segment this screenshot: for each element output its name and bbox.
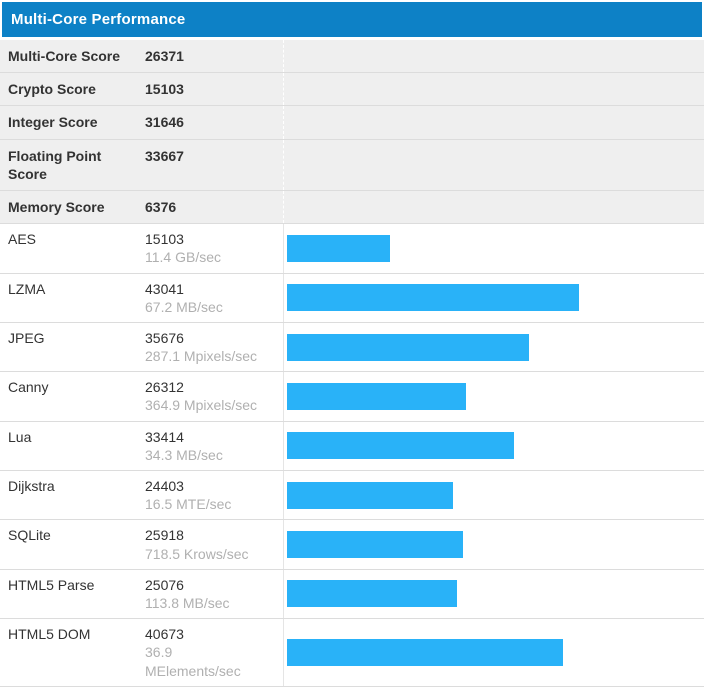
- summary-label: Multi-Core Score: [8, 48, 121, 64]
- score-bar: [287, 638, 563, 666]
- benchmark-name: Canny: [8, 379, 49, 396]
- benchmark-rate: 113.8 MB/sec: [145, 594, 230, 611]
- benchmark-rate: 16.5 MTE/sec: [145, 496, 232, 513]
- benchmark-name: HTML5 DOM: [8, 626, 91, 643]
- summary-label: Integer Score: [8, 114, 98, 131]
- benchmark-score: 15103: [145, 231, 184, 248]
- score-bar: [287, 234, 390, 262]
- benchmark-name: Lua: [8, 428, 32, 445]
- benchmark-bar-cell: [283, 372, 704, 421]
- benchmark-row: HTML5 DOM 40673 36.9 MElements/sec: [0, 619, 704, 687]
- summary-row: Memory Score 6376: [0, 190, 704, 225]
- benchmark-bar-cell: [283, 224, 704, 273]
- benchmark-row: LZMA 43041 67.2 MB/sec: [0, 273, 704, 323]
- section-title: Multi-Core Performance: [11, 11, 186, 28]
- summary-rows: Multi-Core Score 26371 Crypto Score 1510…: [0, 40, 704, 225]
- benchmark-bar-cell: [283, 322, 704, 372]
- summary-bar-cell: [283, 106, 704, 139]
- benchmark-score: 33414: [145, 428, 184, 445]
- benchmark-values: 33414 34.3 MB/sec: [145, 422, 283, 470]
- benchmark-rate: 36.9 MElements/sec: [145, 644, 241, 679]
- benchmark-row: JPEG 35676 287.1 Mpixels/sec: [0, 322, 704, 373]
- benchmark-rate: 11.4 GB/sec: [145, 249, 222, 266]
- benchmark-bar-cell: [283, 520, 704, 569]
- benchmark-score: 26312: [145, 379, 184, 396]
- summary-bar-cell: [283, 40, 704, 73]
- summary-row: Multi-Core Score 26371: [0, 40, 704, 74]
- benchmark-name: AES: [8, 231, 37, 248]
- benchmark-score: 40673: [145, 626, 184, 643]
- benchmark-rate: 364.9 Mpixels/sec: [145, 397, 258, 414]
- benchmark-rate: 287.1 Mpixels/sec: [145, 348, 258, 365]
- summary-row: Floating Point Score 33667: [0, 139, 704, 191]
- benchmark-values: 25918 718.5 Krows/sec: [145, 520, 283, 568]
- benchmark-bar-cell: [283, 619, 704, 686]
- summary-score-value: 6376: [145, 198, 177, 215]
- results-table: Multi-Core Score 26371 Crypto Score 1510…: [0, 40, 704, 687]
- score-bar: [287, 580, 458, 608]
- benchmark-values: 43041 67.2 MB/sec: [145, 274, 283, 322]
- score-bar: [287, 531, 463, 559]
- benchmark-rate: 67.2 MB/sec: [145, 298, 223, 315]
- benchmark-bar-cell: [283, 421, 704, 470]
- summary-score-value: 33667: [145, 147, 184, 164]
- benchmark-name: SQLite: [8, 527, 51, 544]
- summary-bar-cell: [283, 190, 704, 224]
- benchmark-values: 24403 16.5 MTE/sec: [145, 471, 283, 519]
- benchmark-name: HTML5 Parse: [8, 576, 95, 593]
- benchmark-name: LZMA: [8, 280, 46, 297]
- benchmark-row: HTML5 Parse 25076 113.8 MB/sec: [0, 569, 704, 620]
- summary-label: Floating Point Score: [8, 147, 102, 182]
- score-bar: [287, 284, 579, 312]
- benchmark-values: 35676 287.1 Mpixels/sec: [145, 323, 283, 371]
- summary-score-value: 15103: [145, 81, 184, 98]
- summary-row: Integer Score 31646: [0, 106, 704, 140]
- benchmark-values: 15103 11.4 GB/sec: [145, 224, 283, 272]
- benchmark-rate: 718.5 Krows/sec: [145, 545, 249, 562]
- benchmark-bar-cell: [283, 273, 704, 322]
- score-bar: [287, 481, 453, 509]
- benchmark-row: AES 15103 11.4 GB/sec: [0, 224, 704, 274]
- score-bar: [287, 382, 466, 410]
- benchmark-bar-cell: [283, 471, 704, 520]
- benchmark-score: 24403: [145, 478, 184, 494]
- benchmark-score: 25918: [145, 527, 184, 544]
- score-bar: [287, 432, 514, 460]
- benchmark-name: Dijkstra: [8, 478, 55, 494]
- summary-score-value: 26371: [145, 48, 184, 64]
- summary-label: Crypto Score: [8, 81, 96, 98]
- score-bar: [287, 333, 529, 361]
- benchmark-row: Lua 33414 34.3 MB/sec: [0, 421, 704, 471]
- benchmark-score: 35676: [145, 329, 184, 346]
- section-header: Multi-Core Performance: [2, 2, 702, 37]
- summary-label: Memory Score: [8, 198, 105, 215]
- summary-score-value: 31646: [145, 114, 184, 131]
- summary-row: Crypto Score 15103: [0, 73, 704, 107]
- benchmark-row: Dijkstra 24403 16.5 MTE/sec: [0, 471, 704, 521]
- benchmark-values: 25076 113.8 MB/sec: [145, 570, 283, 618]
- benchmark-values: 40673 36.9 MElements/sec: [145, 619, 283, 686]
- summary-bar-cell: [283, 73, 704, 106]
- benchmark-values: 26312 364.9 Mpixels/sec: [145, 372, 283, 420]
- benchmark-score: 43041: [145, 280, 184, 297]
- summary-bar-cell: [283, 139, 704, 190]
- benchmark-rows: AES 15103 11.4 GB/sec LZMA 43041 67.2 MB…: [0, 224, 704, 687]
- benchmark-score: 25076: [145, 576, 184, 593]
- benchmark-name: JPEG: [8, 329, 45, 346]
- benchmark-bar-cell: [283, 569, 704, 619]
- benchmark-row: Canny 26312 364.9 Mpixels/sec: [0, 372, 704, 422]
- benchmark-row: SQLite 25918 718.5 Krows/sec: [0, 520, 704, 570]
- benchmark-rate: 34.3 MB/sec: [145, 446, 223, 463]
